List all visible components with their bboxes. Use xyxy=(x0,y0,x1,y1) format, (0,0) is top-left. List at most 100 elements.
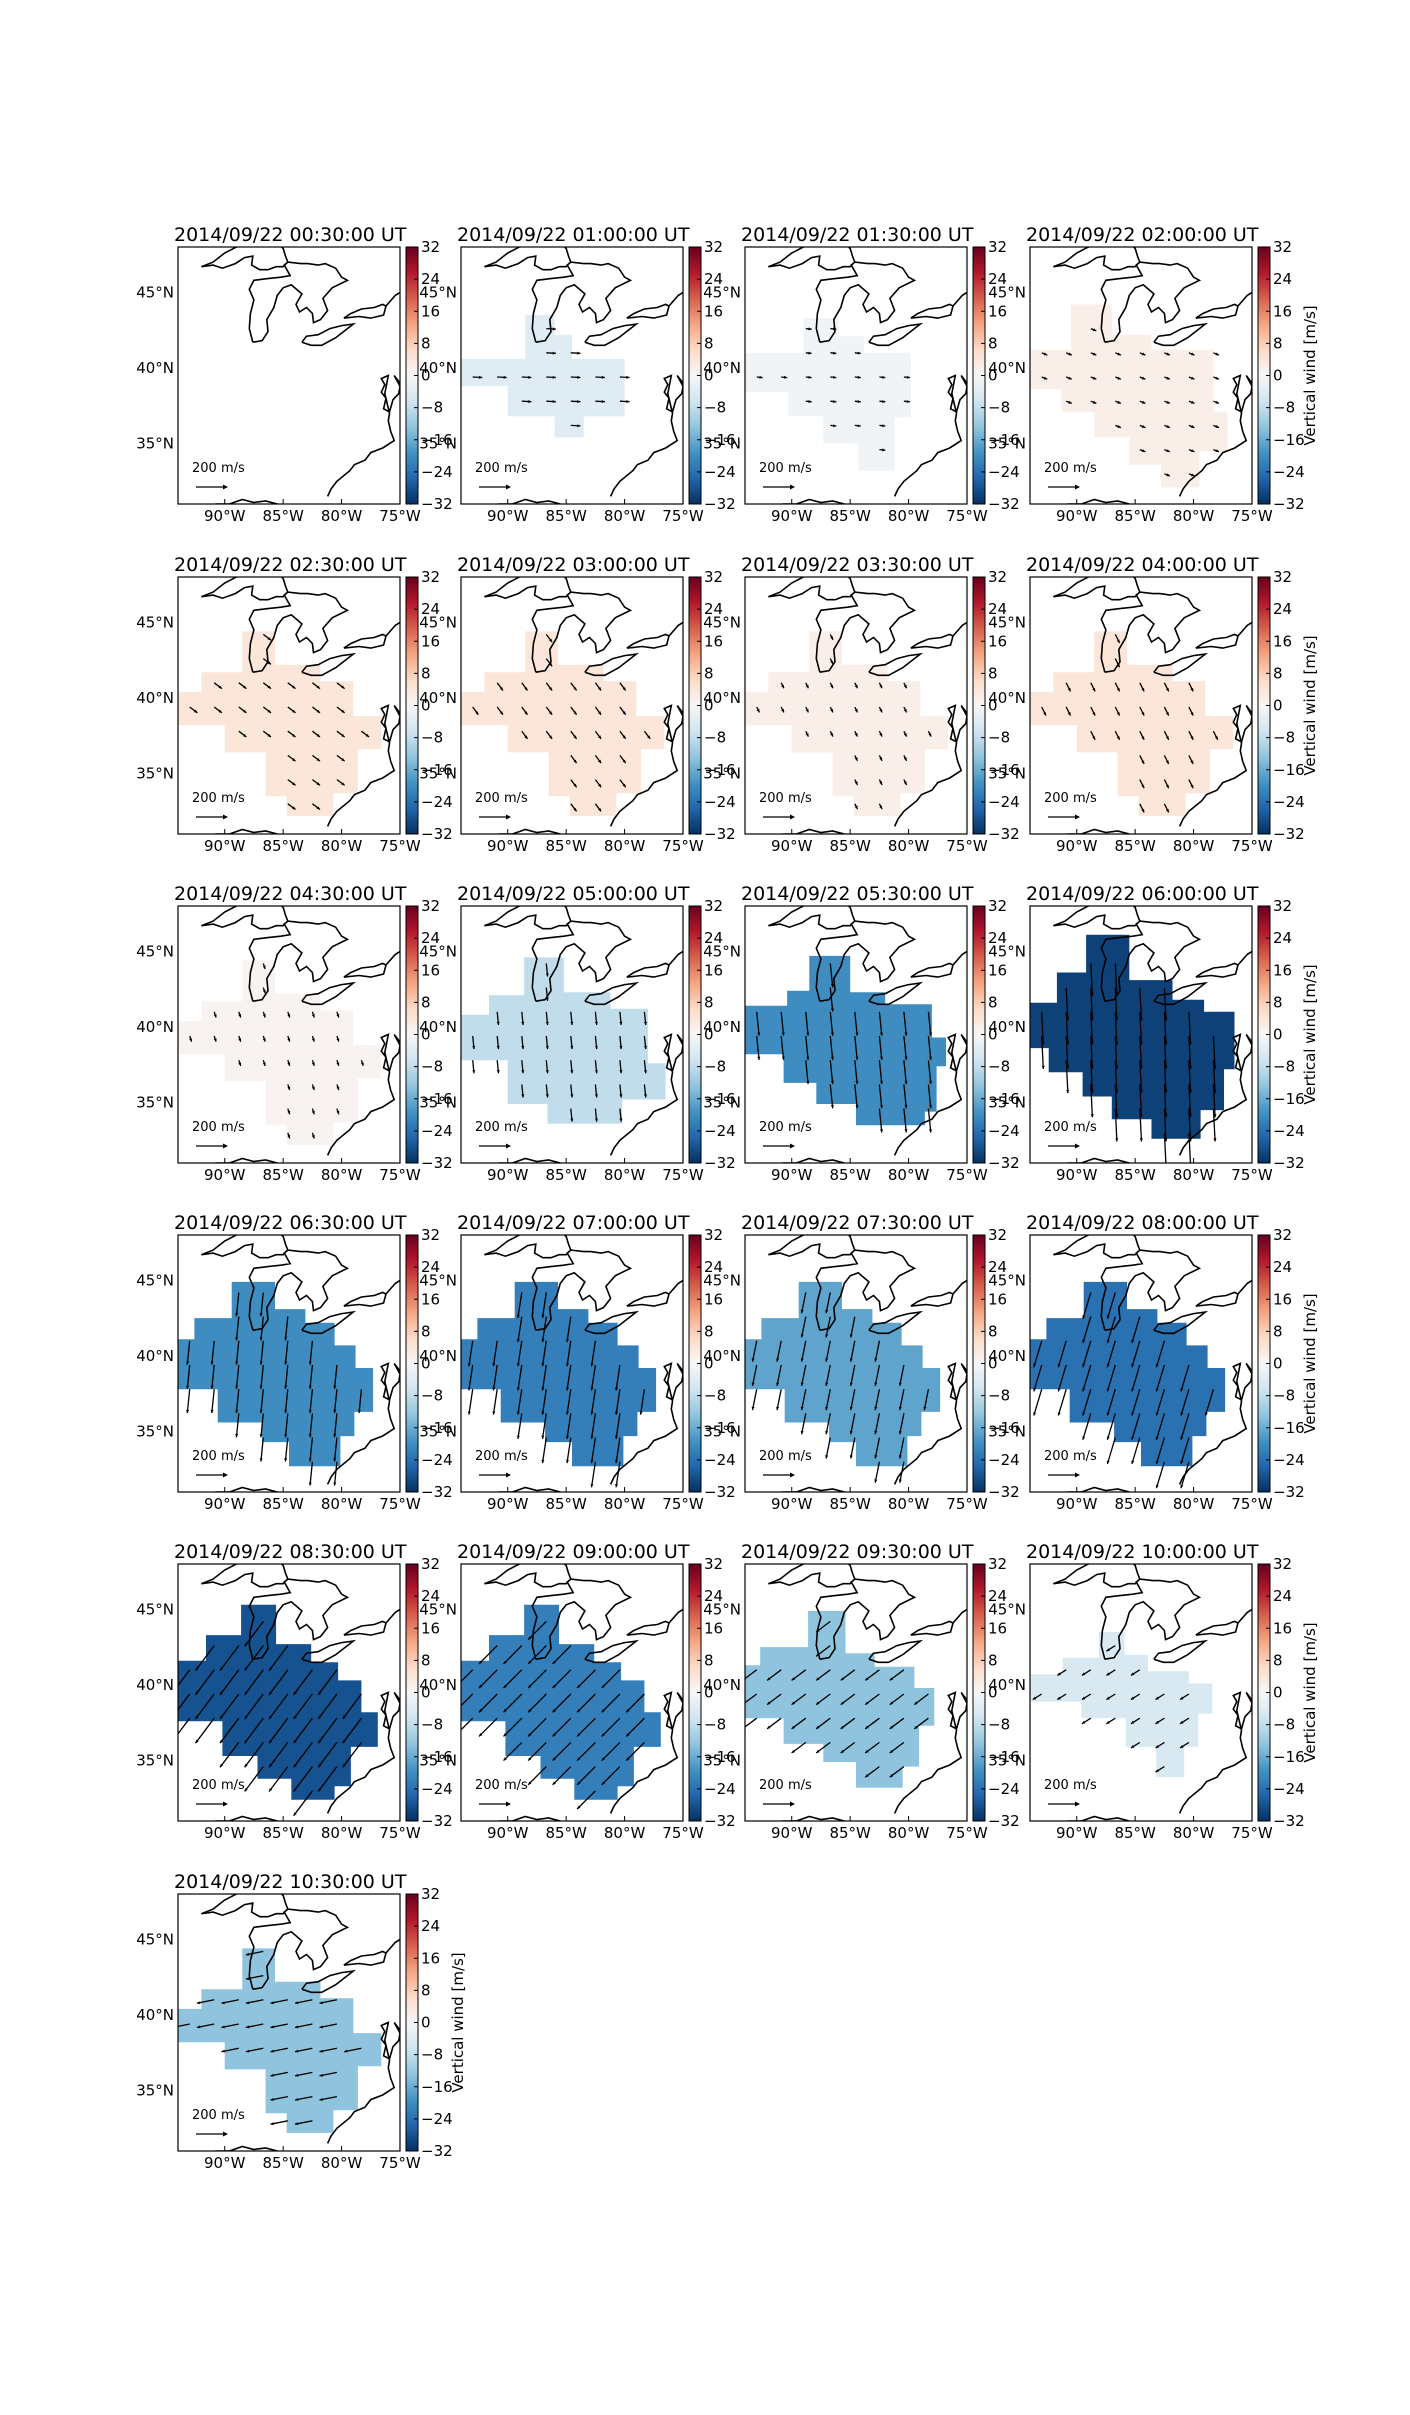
coastline xyxy=(910,1279,967,1307)
wind-arrow xyxy=(1139,1035,1143,1070)
wind-arrow-head xyxy=(1115,1017,1119,1021)
wind-arrow-head xyxy=(929,1056,932,1060)
wind-arrow xyxy=(903,1060,907,1085)
lon-tick-label: 85°W xyxy=(829,1824,871,1842)
wind-arrow xyxy=(541,1437,547,1464)
wind-arrow-head xyxy=(1180,1696,1184,1700)
wind-arrow-head xyxy=(336,1038,340,1042)
wind-arrow-head xyxy=(516,1435,520,1439)
wind-arrow-head xyxy=(590,1411,594,1415)
wind-arrow-head xyxy=(467,1363,471,1367)
coastline xyxy=(201,247,289,268)
wind-arrow-head xyxy=(865,1725,869,1729)
wind-arrow xyxy=(541,1316,547,1343)
wind-arrow xyxy=(1065,987,1069,1021)
wind-arrow xyxy=(601,1669,621,1689)
wind-arrow xyxy=(1057,1340,1067,1368)
wind-arrow xyxy=(358,1389,363,1414)
wind-arrow-head xyxy=(577,1757,581,1761)
colorbar-tick-label: −8 xyxy=(988,729,1010,747)
coastline xyxy=(531,1249,633,1331)
coastline xyxy=(1053,585,1137,601)
coastline xyxy=(343,621,400,649)
colorbar-tick-label: −24 xyxy=(988,1780,1020,1798)
wind-arrow-head xyxy=(929,1129,932,1133)
wind-arrow xyxy=(1163,1108,1167,1142)
wind-arrow xyxy=(1188,1060,1192,1094)
colorbar-tick-label: −32 xyxy=(421,495,453,513)
wind-arrow-head xyxy=(269,1788,273,1792)
coastline xyxy=(1100,591,1202,673)
wind-arrow-head xyxy=(903,733,907,737)
lon-tick-label: 80°W xyxy=(604,1824,646,1842)
colorbar-tick-label: 0 xyxy=(704,1026,714,1044)
coastline xyxy=(1100,1249,1202,1331)
wind-arrow xyxy=(342,1717,362,1744)
colorbar-label: Vertical wind [m/s] xyxy=(1301,1622,1319,1762)
wind-arrow-head xyxy=(467,1411,471,1415)
wind-arrow-head xyxy=(825,1358,829,1362)
wind-arrow xyxy=(800,1340,807,1362)
wind-arrow-head xyxy=(643,1070,647,1074)
wind-arrow-head xyxy=(499,711,503,715)
wind-arrow-head xyxy=(1117,425,1121,428)
lon-tick-label: 85°W xyxy=(829,1495,871,1513)
lat-tick-label: 40°N xyxy=(419,1018,457,1036)
lat-tick-label: 40°N xyxy=(703,1018,741,1036)
coastline xyxy=(626,633,670,649)
wind-arrow xyxy=(878,1084,883,1109)
lon-tick-label: 90°W xyxy=(1056,1495,1098,1513)
colorbar-tick-label: 24 xyxy=(988,1587,1007,1605)
colorbar-tick-label: 0 xyxy=(988,1684,998,1702)
wind-arrow-head xyxy=(308,1361,312,1365)
wind-arrow-head xyxy=(643,1045,647,1050)
colorbar-tick-label: −16 xyxy=(421,1419,453,1437)
wind-arrow-head xyxy=(879,708,883,713)
wind-arrow-head xyxy=(1188,1138,1192,1142)
wind-arrow-head xyxy=(528,400,532,403)
wind-arrow-head xyxy=(598,759,602,764)
colorbar-tick-label: 16 xyxy=(421,1619,440,1637)
quiver-key-label: 200 m/s xyxy=(192,461,245,476)
wind-arrow xyxy=(1131,1364,1141,1392)
wind-arrow-head xyxy=(1090,1065,1094,1069)
colorbar-tick-label: −16 xyxy=(421,761,453,779)
wind-arrow xyxy=(566,1316,572,1343)
coastline xyxy=(484,585,568,601)
wind-arrow-head xyxy=(1155,1696,1159,1700)
wind-arrow-head xyxy=(759,375,763,379)
colorbar-tick-label: −8 xyxy=(421,399,443,417)
coastline xyxy=(301,1969,357,1994)
wind-arrow-head xyxy=(751,1358,755,1362)
wind-arrow-head xyxy=(1106,1363,1110,1368)
wind-arrow-head xyxy=(475,711,479,715)
wind-arrow-head xyxy=(1164,1065,1168,1069)
colorbar-tick-label: 8 xyxy=(988,1651,998,1669)
wind-arrow-head xyxy=(541,1363,545,1367)
wind-arrow-head xyxy=(235,1434,239,1438)
colorbar-tick-label: −24 xyxy=(988,793,1020,811)
wind-arrow-head xyxy=(808,351,812,355)
wind-arrow-head xyxy=(196,2025,201,2029)
colorbar-tick-label: 32 xyxy=(988,1226,1007,1244)
wind-arrow-head xyxy=(1141,712,1145,716)
coastline xyxy=(815,920,917,1002)
axes-frame xyxy=(1029,1563,1253,1822)
wind-arrow-head xyxy=(1191,352,1195,356)
wind-arrow-head xyxy=(879,1129,883,1133)
coastline xyxy=(343,1608,400,1636)
wind-arrow-head xyxy=(577,1781,581,1785)
coastline xyxy=(910,1608,967,1636)
wind-arrow-head xyxy=(874,1358,878,1362)
coastline xyxy=(1153,652,1209,677)
coastline xyxy=(215,828,278,834)
wind-arrow-head xyxy=(220,1715,224,1719)
lon-tick-label: 75°W xyxy=(1231,507,1273,525)
lon-tick-label: 80°W xyxy=(321,2154,363,2172)
colorbar-tick-label: −24 xyxy=(988,463,1020,481)
